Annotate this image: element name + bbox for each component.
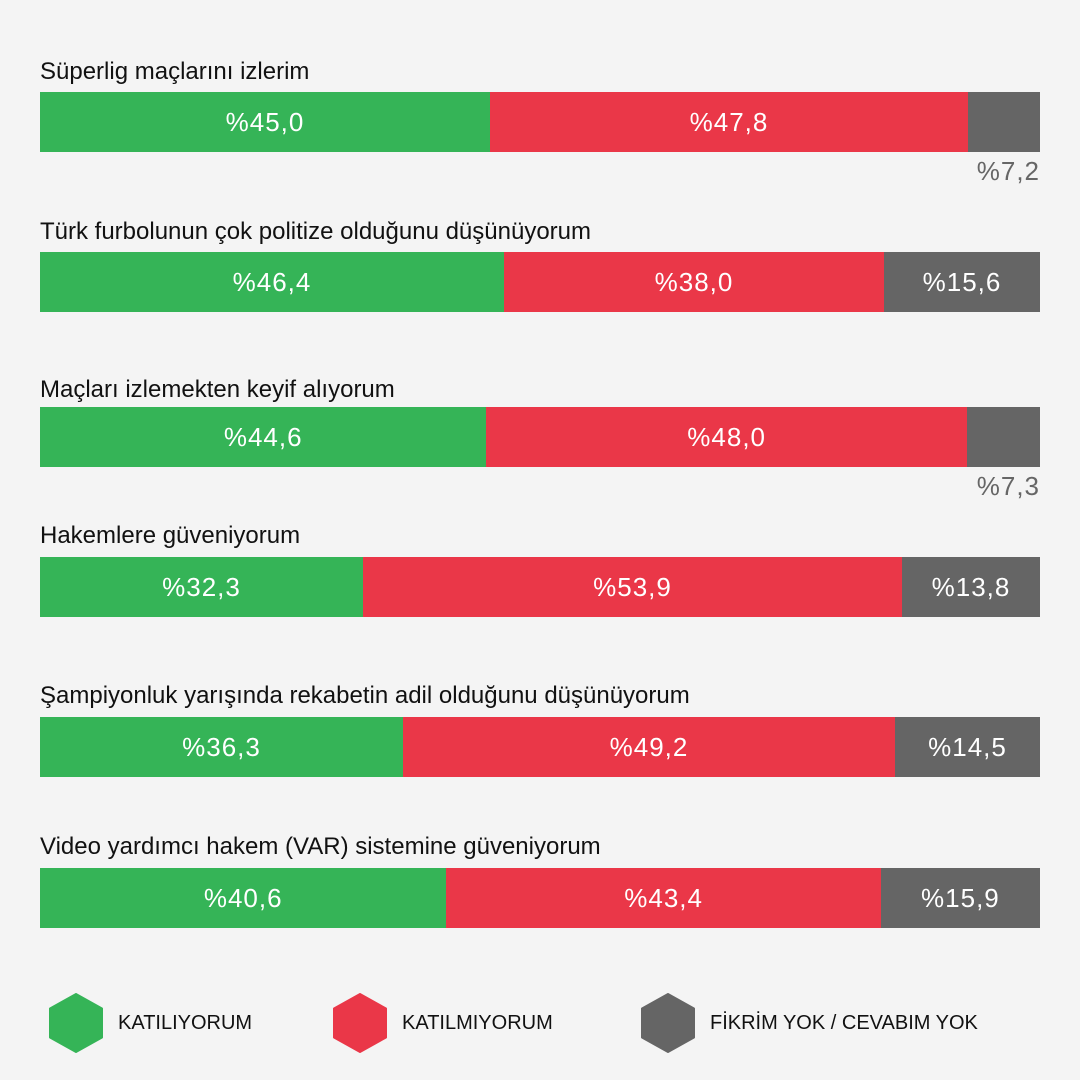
- row-title: Türk furbolunun çok politize olduğunu dü…: [40, 218, 592, 245]
- data-label: %14,5: [928, 731, 1007, 762]
- legend-item: KATILIYORUM: [48, 993, 252, 1053]
- disagree-segment: %53,9: [363, 557, 902, 617]
- agree-segment: %45,0: [40, 92, 490, 152]
- row-title: Süperlig maçlarını izlerim: [40, 58, 310, 85]
- data-label: %15,6: [922, 266, 1002, 297]
- data-label: %45,0: [225, 106, 305, 137]
- row-title: Hakemlere güveniyorum: [40, 522, 301, 549]
- agree-segment: %40,6: [40, 868, 447, 928]
- no-opinion-segment: %15,9: [880, 868, 1040, 928]
- disagree-segment: %49,2: [403, 717, 895, 777]
- disagree-segment: %48,0: [486, 407, 967, 467]
- no-opinion-segment: [968, 92, 1040, 152]
- stacked-bar: %32,3 %53,9 %13,8: [40, 557, 1040, 617]
- data-label: %7,3: [976, 471, 1040, 501]
- agree-segment: %46,4: [40, 252, 504, 312]
- data-label: %15,9: [921, 882, 1000, 913]
- data-label: %36,3: [182, 731, 261, 762]
- stacked-bar: %44,6 %48,0: [40, 407, 1040, 467]
- data-label: %49,2: [609, 731, 689, 762]
- legend-item: FİKRİM YOK / CEVABIM YOK: [640, 993, 978, 1053]
- disagree-segment: %47,8: [490, 92, 968, 152]
- row-title: Şampiyonluk yarışında rekabetin adil old…: [40, 682, 690, 709]
- data-label: %47,8: [689, 106, 769, 137]
- legend-label: KATILIYORUM: [118, 1011, 253, 1034]
- data-label: %32,3: [162, 571, 241, 602]
- no-opinion-segment: %13,8: [902, 557, 1040, 617]
- hexagon-icon: [641, 993, 695, 1053]
- legend-label: FİKRİM YOK / CEVABIM YOK: [710, 1011, 978, 1034]
- stacked-bar: %46,4 %38,0 %15,6: [40, 252, 1040, 312]
- legend-item: KATILMIYORUM: [332, 993, 553, 1053]
- data-label: %40,6: [203, 882, 283, 913]
- row-title: Maçları izlemekten keyif alıyorum: [40, 376, 395, 403]
- hexagon-icon: [49, 993, 103, 1053]
- data-label: %48,0: [687, 421, 767, 452]
- disagree-segment: %38,0: [504, 252, 884, 312]
- no-opinion-segment: %14,5: [895, 717, 1040, 777]
- data-label: %44,6: [223, 421, 303, 452]
- legend-label: KATILMIYORUM: [402, 1011, 553, 1034]
- data-label: %13,8: [931, 571, 1011, 602]
- no-opinion-segment: [966, 407, 1040, 467]
- row-title: Video yardımcı hakem (VAR) sistemine güv…: [40, 833, 601, 860]
- agree-segment: %32,3: [40, 557, 363, 617]
- hexagon-icon: [333, 993, 387, 1053]
- no-opinion-segment: %15,6: [884, 252, 1040, 312]
- data-label: %7,2: [976, 156, 1040, 186]
- agree-segment: %36,3: [40, 717, 403, 777]
- data-label: %43,4: [624, 882, 703, 913]
- data-label: %46,4: [232, 266, 312, 297]
- disagree-segment: %43,4: [446, 868, 881, 928]
- stacked-bar: %36,3 %49,2 %14,5: [40, 717, 1040, 777]
- data-label: %38,0: [654, 266, 734, 297]
- stacked-bar: %40,6 %43,4 %15,9: [40, 868, 1040, 928]
- data-label: %53,9: [593, 571, 672, 602]
- agree-segment: %44,6: [40, 407, 487, 467]
- stacked-bar: %45,0 %47,8: [40, 92, 1040, 152]
